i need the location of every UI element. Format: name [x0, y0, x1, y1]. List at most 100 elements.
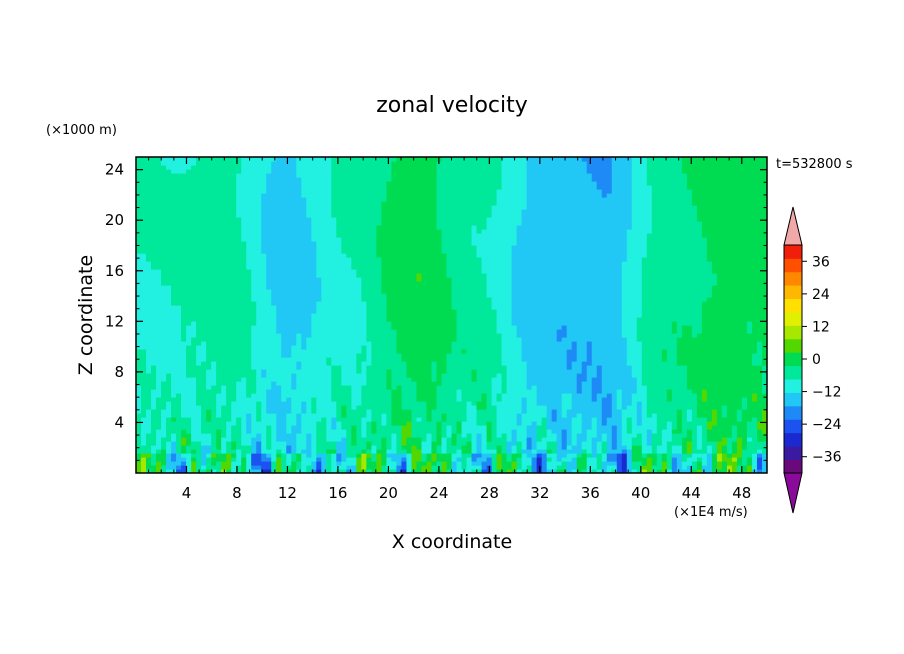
field-cell — [401, 353, 408, 358]
field-cell — [186, 465, 192, 470]
field-cell — [206, 373, 212, 378]
field-cell — [726, 445, 733, 450]
field-cell — [476, 413, 483, 418]
field-cell — [586, 393, 593, 398]
field-cell — [381, 421, 387, 426]
field-cell — [351, 449, 357, 454]
field-cell — [281, 365, 287, 370]
field-cell — [186, 457, 192, 462]
field-cell — [436, 317, 443, 322]
field-cell — [511, 337, 518, 342]
field-cell — [426, 385, 433, 390]
field-cell — [151, 337, 157, 342]
field-cell — [171, 353, 177, 358]
field-cell — [506, 437, 513, 442]
field-cell — [721, 385, 728, 390]
field-cell — [476, 345, 483, 350]
field-cell — [431, 449, 438, 454]
field-cell — [496, 353, 503, 358]
field-cell — [291, 385, 297, 390]
field-cell — [386, 337, 393, 342]
field-cell — [141, 465, 147, 470]
field-cell — [376, 377, 382, 382]
field-cell — [191, 321, 197, 326]
field-cell — [331, 413, 337, 418]
field-cell — [326, 341, 332, 346]
field-cell — [526, 329, 533, 334]
field-cell — [286, 461, 292, 466]
field-cell — [446, 377, 453, 382]
field-cell — [486, 337, 493, 342]
field-cell — [396, 401, 403, 406]
field-cell — [591, 345, 598, 350]
field-cell — [501, 317, 508, 322]
field-cell — [676, 337, 683, 342]
field-cell — [491, 321, 498, 326]
field-cell — [286, 453, 292, 458]
field-cell — [211, 353, 217, 358]
field-cell — [236, 321, 242, 326]
field-cell — [736, 421, 743, 426]
field-cell — [521, 337, 528, 342]
field-cell — [696, 425, 703, 430]
field-cell — [141, 405, 147, 410]
field-cell — [261, 405, 267, 410]
field-cell — [471, 449, 478, 454]
field-cell — [586, 369, 593, 374]
field-cell — [476, 377, 483, 382]
field-cell — [691, 349, 698, 354]
field-cell — [351, 437, 357, 442]
field-cell — [621, 345, 628, 350]
field-cell — [611, 449, 618, 454]
field-cell — [681, 437, 688, 442]
field-cell — [301, 333, 307, 338]
field-cell — [376, 401, 382, 406]
field-cell — [186, 405, 192, 410]
field-cell — [596, 393, 603, 398]
field-cell — [251, 409, 257, 414]
field-cell — [366, 357, 372, 362]
field-cell — [571, 345, 578, 350]
field-cell — [201, 425, 207, 430]
field-cell — [331, 401, 337, 406]
field-cell — [191, 357, 197, 362]
field-cell — [656, 457, 663, 462]
field-cell — [446, 357, 453, 362]
field-cell — [581, 353, 588, 358]
field-cell — [316, 441, 322, 446]
field-cell — [686, 365, 693, 370]
field-cell — [446, 401, 453, 406]
field-cell — [686, 385, 693, 390]
field-cell — [706, 425, 713, 430]
field-cell — [321, 333, 327, 338]
field-cell — [211, 357, 217, 362]
field-cell — [566, 321, 573, 326]
field-cell — [676, 397, 683, 402]
field-cell — [591, 389, 598, 394]
field-cell — [751, 337, 758, 342]
field-cell — [321, 345, 327, 350]
field-cell — [576, 377, 583, 382]
field-cell — [256, 337, 262, 342]
field-cell — [441, 453, 448, 458]
field-cell — [411, 405, 418, 410]
field-cell — [426, 469, 433, 473]
field-cell — [551, 457, 558, 462]
field-cell — [146, 353, 152, 358]
field-cell — [186, 401, 192, 406]
field-cell — [281, 449, 287, 454]
field-cell — [481, 409, 488, 414]
field-cell — [276, 393, 282, 398]
field-cell — [581, 345, 588, 350]
field-cell — [716, 397, 723, 402]
field-cell — [371, 425, 377, 430]
field-cell — [571, 461, 578, 466]
field-cell — [211, 449, 217, 454]
field-cell — [516, 417, 523, 422]
field-cell — [736, 445, 743, 450]
field-cell — [701, 349, 708, 354]
field-cell — [176, 341, 182, 346]
field-cell — [401, 377, 408, 382]
field-cell — [406, 417, 413, 422]
field-cell — [586, 321, 593, 326]
